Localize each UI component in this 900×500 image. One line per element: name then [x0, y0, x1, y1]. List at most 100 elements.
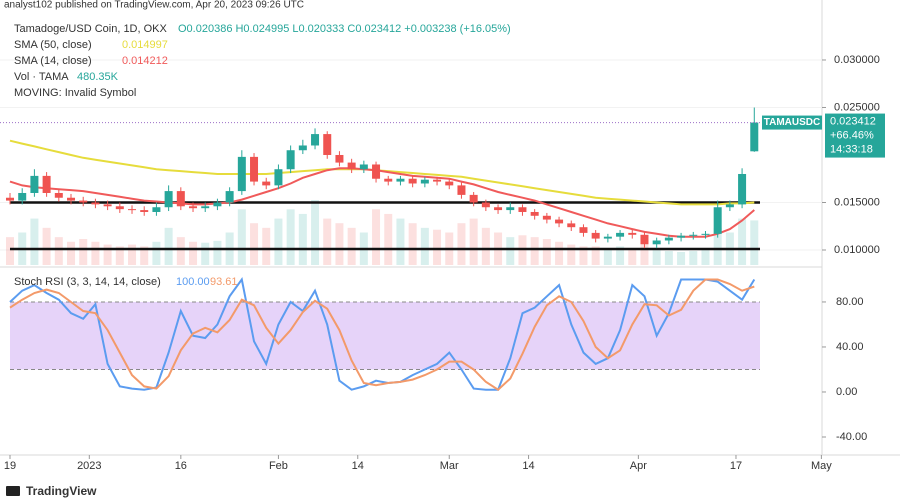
legend-volume-name: Vol · TAMA: [14, 71, 69, 83]
candle-body: [164, 191, 173, 208]
volume-bar: [481, 227, 490, 265]
symbol-tag-bg: [762, 115, 822, 130]
candle-body: [518, 207, 527, 212]
volume-bar: [713, 227, 722, 265]
volume-bar: [213, 240, 222, 265]
candle-body: [237, 156, 246, 192]
candle-body: [201, 206, 210, 209]
candle-body: [555, 219, 564, 224]
candle-body: [274, 169, 283, 186]
volume-bar: [237, 209, 246, 265]
plot-layer: 0.010000 0.015000 0.025000 0.030000 19 2023 16…: [0, 23, 885, 472]
candle-body: [603, 236, 612, 239]
volume-bar: [664, 251, 673, 265]
candle-body: [225, 191, 234, 203]
volume-bar: [250, 223, 259, 265]
candle-body: [408, 178, 417, 184]
candle-body: [152, 207, 161, 212]
candle-body: [42, 175, 51, 193]
candle-body: [213, 202, 222, 207]
legend-series-value: 100.00: [176, 276, 210, 288]
candle-body: [359, 164, 368, 170]
candle-body: [628, 232, 637, 235]
volume-bar: [164, 227, 173, 265]
x-tick-label: 2023: [77, 460, 101, 472]
volume-bar: [396, 218, 405, 265]
volume-bar: [30, 218, 39, 265]
legend-title: Tamadoge/USD Coin, 1D, OKX: [14, 23, 168, 35]
candle-body: [567, 223, 576, 228]
candle-body: [298, 145, 307, 151]
candle-body: [664, 237, 673, 241]
candle-body: [652, 240, 661, 245]
candle-body: [542, 215, 551, 220]
volume-bar: [189, 241, 198, 265]
volume-bar: [469, 218, 478, 265]
y-tick-label: 0.010000: [834, 244, 880, 256]
volume-bar: [408, 223, 417, 265]
candle-body: [640, 234, 649, 245]
volume-bar: [152, 241, 161, 265]
candle-body: [396, 178, 405, 182]
volume-bar: [555, 241, 564, 265]
y-tick-label: 0.030000: [834, 54, 880, 66]
legend-series-name: SMA (14, close): [14, 55, 92, 67]
candle-body: [311, 134, 320, 146]
candle-body: [738, 173, 747, 205]
x-tick-label: Apr: [630, 460, 647, 472]
legend-note: MOVING: Invalid Symbol: [14, 87, 136, 99]
legend-series-value: 93.61: [210, 276, 238, 288]
y-tick-label: 0.015000: [834, 196, 880, 208]
volume-bar: [42, 227, 51, 265]
stoch-line: [9, 277, 756, 391]
volume-bar: [530, 237, 539, 265]
volume-bar: [591, 246, 600, 265]
volume-bar: [738, 218, 747, 265]
candle-body: [713, 207, 722, 234]
price-tag-line: 0.023412: [830, 115, 876, 127]
legend-volume-value: 480.35K: [77, 71, 119, 83]
volume-bar: [262, 227, 271, 265]
stoch-line: [9, 278, 755, 391]
volume-bar: [335, 223, 344, 265]
volume-bar: [79, 239, 88, 265]
volume-bar: [286, 209, 295, 265]
volume-bar: [372, 209, 381, 265]
volume-bar: [176, 237, 185, 265]
y-tick-label: 0.00: [836, 386, 857, 398]
candle-body: [506, 207, 515, 211]
y-tick-label: 40.00: [836, 341, 864, 353]
volume-bar: [54, 237, 63, 265]
candle-body: [250, 156, 259, 182]
volume-bar: [274, 218, 283, 265]
legend-series-value: 0.014997: [122, 39, 168, 51]
x-tick-label: 19: [4, 460, 16, 472]
x-tick-label: Mar: [440, 460, 459, 472]
candle-body: [616, 232, 625, 237]
x-tick-label: 14: [522, 460, 534, 472]
volume-bar: [689, 251, 698, 265]
legend-series-value: 0.014212: [122, 55, 168, 67]
candle-body: [286, 150, 295, 170]
candle-body: [189, 206, 198, 209]
volume-bar: [347, 227, 356, 265]
legend-ohlc: O0.020386 H0.024995 L0.020333 C0.023412 …: [178, 23, 511, 35]
volume-bar: [652, 250, 661, 265]
volume-bar: [506, 237, 515, 265]
volume-bar: [579, 246, 588, 265]
volume-bar: [457, 223, 466, 265]
x-tick-label: Feb: [269, 460, 288, 472]
volume-bar: [677, 252, 686, 265]
legend-title: Stoch RSI (3, 3, 14, 14, close): [14, 276, 161, 288]
x-tick-label: 16: [175, 460, 187, 472]
candle-body: [91, 202, 100, 205]
y-tick-label: -40.00: [836, 431, 867, 443]
y-tick-label: 80.00: [836, 296, 864, 308]
candle-body: [384, 178, 393, 182]
candle-body: [481, 202, 490, 208]
volume-bar: [384, 213, 393, 265]
volume-bar: [701, 250, 710, 265]
x-tick-label: May: [811, 460, 832, 472]
